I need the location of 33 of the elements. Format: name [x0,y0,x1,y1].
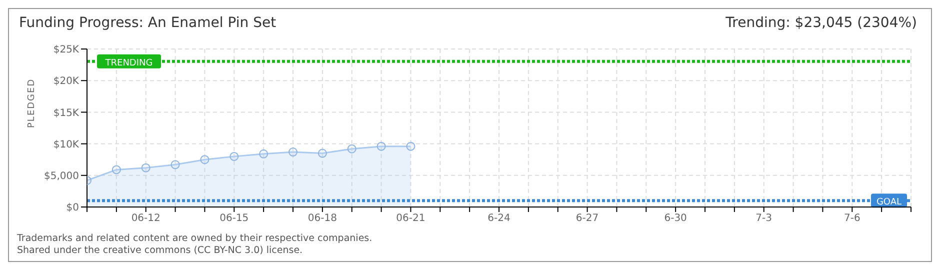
chart-subtitle: Trending: $23,045 (2304%) [726,15,917,31]
point [347,144,356,154]
point [288,148,298,157]
point [112,165,121,174]
point [170,160,180,170]
point [200,155,210,164]
x-tick-label: 06-21 [396,213,426,224]
ref-line-label: TRENDING [104,58,153,68]
point [141,163,150,172]
x-tick-label: 06-12 [131,213,160,224]
y-tick-label: $0 [66,202,79,214]
point [376,142,386,151]
x-tick-label: 06-18 [308,213,337,224]
x-tick-label: 6-24 [488,213,510,224]
point [318,148,327,158]
text: Trademarks and related content are owned by their respective companies. [17,233,372,245]
point [406,142,416,151]
y-axis-title: PLEDGED [27,78,38,128]
text: Shared under the creative commons (CC BY-NC 3.0) license. [17,245,304,257]
x-tick-label: 06-15 [220,213,249,224]
y-tick-label: $25K [53,44,80,56]
x-tick-label: 7-6 [844,213,860,224]
x-tick-label: 7-3 [756,213,772,224]
y-tick-label: $5,000 [44,170,79,182]
point [230,152,239,161]
x-tick-label: 6-27 [576,213,599,224]
x-tick-label: 6-30 [664,213,687,224]
y-tick-label: $15K [53,108,80,119]
ref-line-label: GOAL [876,198,902,208]
y-tick-label: $10K [53,139,80,150]
point [259,149,268,158]
y-tick-label: $20K [53,76,80,88]
chart-title: Funding Progress: An Enamel Pin Set [19,15,276,31]
